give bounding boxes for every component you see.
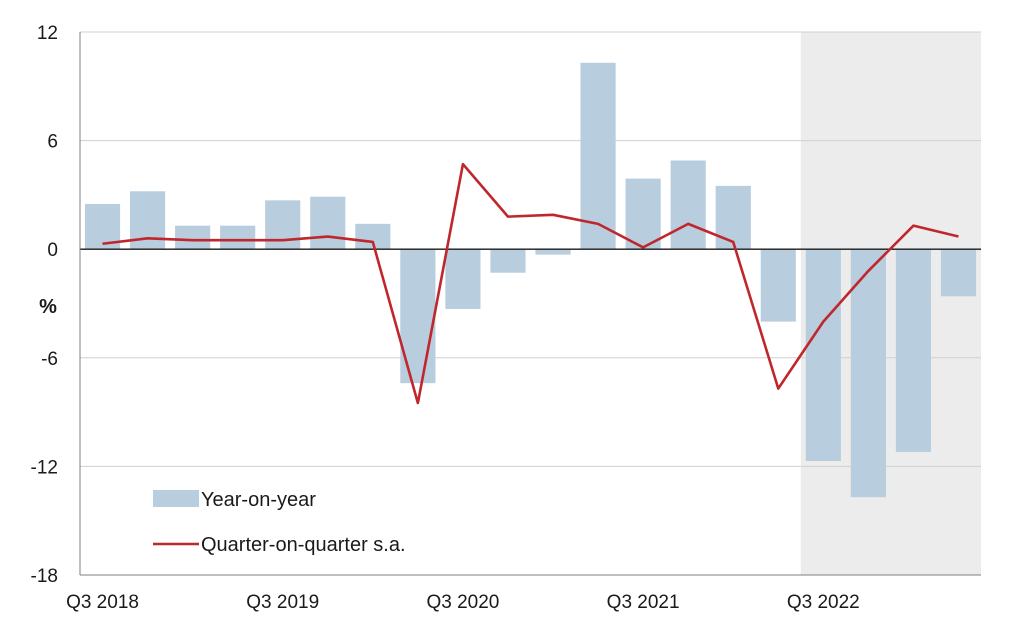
x-tick-label: Q3 2020 (426, 592, 499, 613)
legend-label-year-on-year: Year-on-year (201, 489, 316, 511)
bar-year-on-year (715, 185, 751, 250)
bar-year-on-year (445, 249, 481, 309)
line-series-quarter-on-quarter (102, 162, 959, 405)
bar-year-on-year (805, 249, 841, 461)
y-tick-label: -6 (41, 349, 58, 370)
bar-year-on-year (535, 249, 571, 255)
x-tick-labels: Q3 2018 Q3 2019 Q3 2020 Q3 2021 Q3 2022 (66, 592, 860, 613)
legend-label-quarter-on-quarter: Quarter-on-quarter s.a. (201, 534, 406, 556)
x-tick-label: Q3 2022 (787, 592, 860, 613)
y-axis-label: % (39, 296, 57, 318)
bar-series (84, 62, 977, 498)
x-tick-label: Q3 2021 (607, 592, 680, 613)
x-tick-label: Q3 2019 (246, 592, 319, 613)
bar-year-on-year (310, 196, 346, 250)
y-tick-label: 12 (37, 23, 58, 44)
y-tick-label: -12 (31, 457, 58, 478)
legend-swatch-year-on-year (153, 490, 199, 507)
y-tick-label: -18 (31, 566, 58, 587)
bar-year-on-year (175, 225, 211, 250)
legend: Year-on-year Quarter-on-quarter s.a. (153, 489, 406, 556)
bar-year-on-year (895, 249, 931, 452)
bar-year-on-year (670, 160, 706, 250)
bar-year-on-year (220, 225, 256, 250)
y-tick-label: 6 (47, 132, 58, 153)
bar-year-on-year (265, 200, 301, 250)
bar-year-on-year (490, 249, 526, 273)
y-tick-labels: 12 6 0 -6 -12 -18 (31, 23, 58, 587)
x-tick-label: Q3 2018 (66, 592, 139, 613)
bar-year-on-year (625, 178, 661, 250)
bar-year-on-year (760, 249, 796, 322)
bar-year-on-year (580, 62, 616, 250)
y-tick-label: 0 (47, 240, 58, 261)
bar-year-on-year (850, 249, 886, 498)
bar-year-on-year (940, 249, 977, 297)
